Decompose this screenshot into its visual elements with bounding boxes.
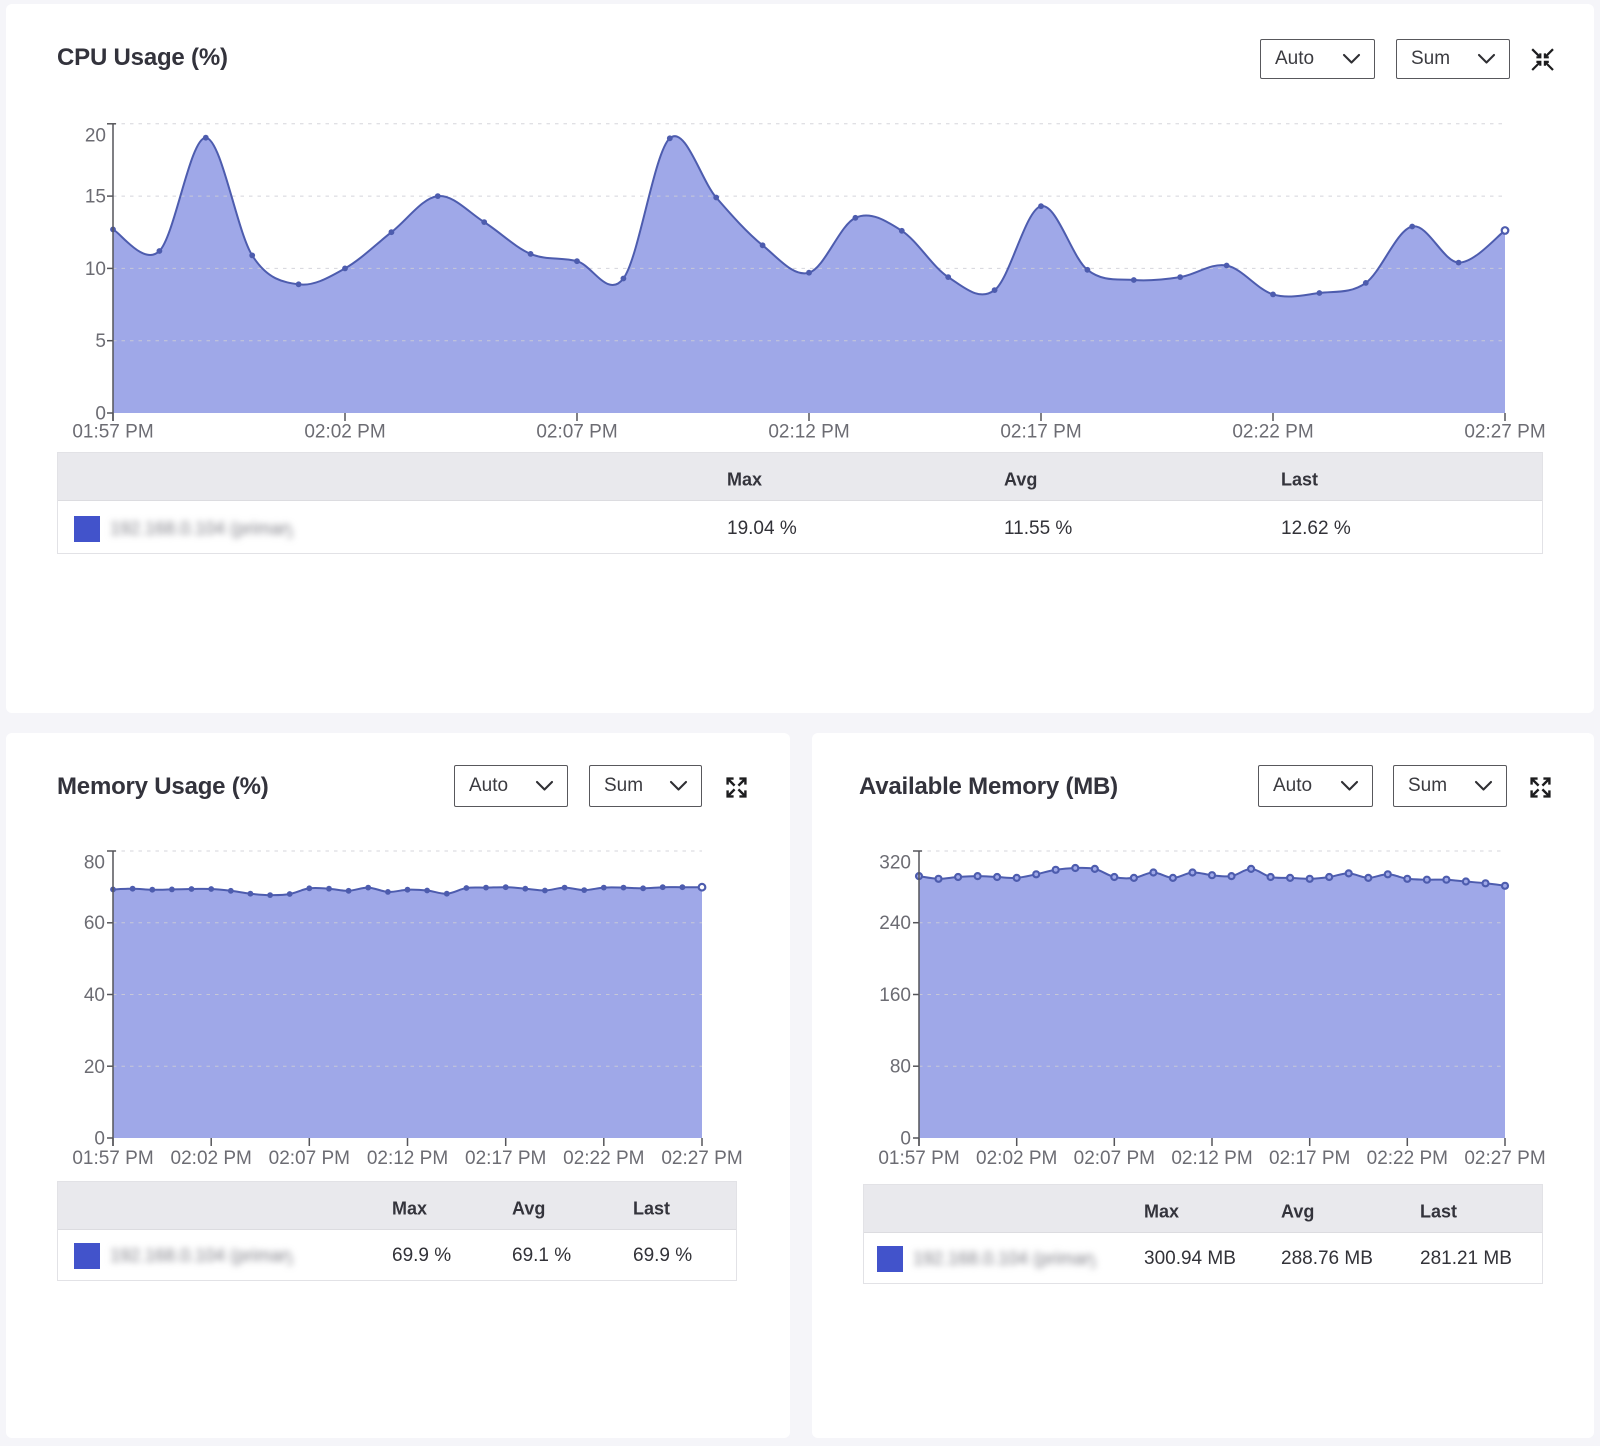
svg-text:02:27 PM: 02:27 PM xyxy=(1464,1148,1545,1169)
svg-text:20: 20 xyxy=(84,1057,105,1078)
svg-text:02:17 PM: 02:17 PM xyxy=(465,1148,546,1169)
svg-text:0: 0 xyxy=(95,404,106,425)
svg-text:01:57 PM: 01:57 PM xyxy=(878,1148,959,1169)
svg-text:160: 160 xyxy=(879,985,911,1006)
svg-text:80: 80 xyxy=(84,853,105,874)
svg-text:0: 0 xyxy=(900,1129,911,1150)
svg-text:02:07 PM: 02:07 PM xyxy=(536,422,617,443)
svg-text:40: 40 xyxy=(84,985,105,1006)
svg-text:80: 80 xyxy=(890,1057,911,1078)
svg-text:02:22 PM: 02:22 PM xyxy=(563,1148,644,1169)
svg-text:02:27 PM: 02:27 PM xyxy=(1464,422,1545,443)
svg-text:02:22 PM: 02:22 PM xyxy=(1232,422,1313,443)
svg-text:02:17 PM: 02:17 PM xyxy=(1000,422,1081,443)
svg-text:02:27 PM: 02:27 PM xyxy=(661,1148,742,1169)
svg-text:01:57 PM: 01:57 PM xyxy=(72,422,153,443)
svg-text:02:07 PM: 02:07 PM xyxy=(269,1148,350,1169)
svg-text:02:12 PM: 02:12 PM xyxy=(367,1148,448,1169)
svg-text:02:02 PM: 02:02 PM xyxy=(976,1148,1057,1169)
svg-text:02:17 PM: 02:17 PM xyxy=(1269,1148,1350,1169)
svg-text:02:12 PM: 02:12 PM xyxy=(768,422,849,443)
svg-text:02:22 PM: 02:22 PM xyxy=(1367,1148,1448,1169)
svg-text:240: 240 xyxy=(879,913,911,934)
svg-text:15: 15 xyxy=(85,187,106,208)
svg-text:02:02 PM: 02:02 PM xyxy=(171,1148,252,1169)
svg-text:5: 5 xyxy=(95,331,106,352)
svg-text:10: 10 xyxy=(85,259,106,280)
svg-text:0: 0 xyxy=(94,1129,105,1150)
svg-text:60: 60 xyxy=(84,913,105,934)
svg-text:02:07 PM: 02:07 PM xyxy=(1074,1148,1155,1169)
svg-text:01:57 PM: 01:57 PM xyxy=(72,1148,153,1169)
svg-text:20: 20 xyxy=(85,125,106,146)
svg-text:02:12 PM: 02:12 PM xyxy=(1171,1148,1252,1169)
svg-text:320: 320 xyxy=(879,853,911,874)
svg-text:02:02 PM: 02:02 PM xyxy=(304,422,385,443)
